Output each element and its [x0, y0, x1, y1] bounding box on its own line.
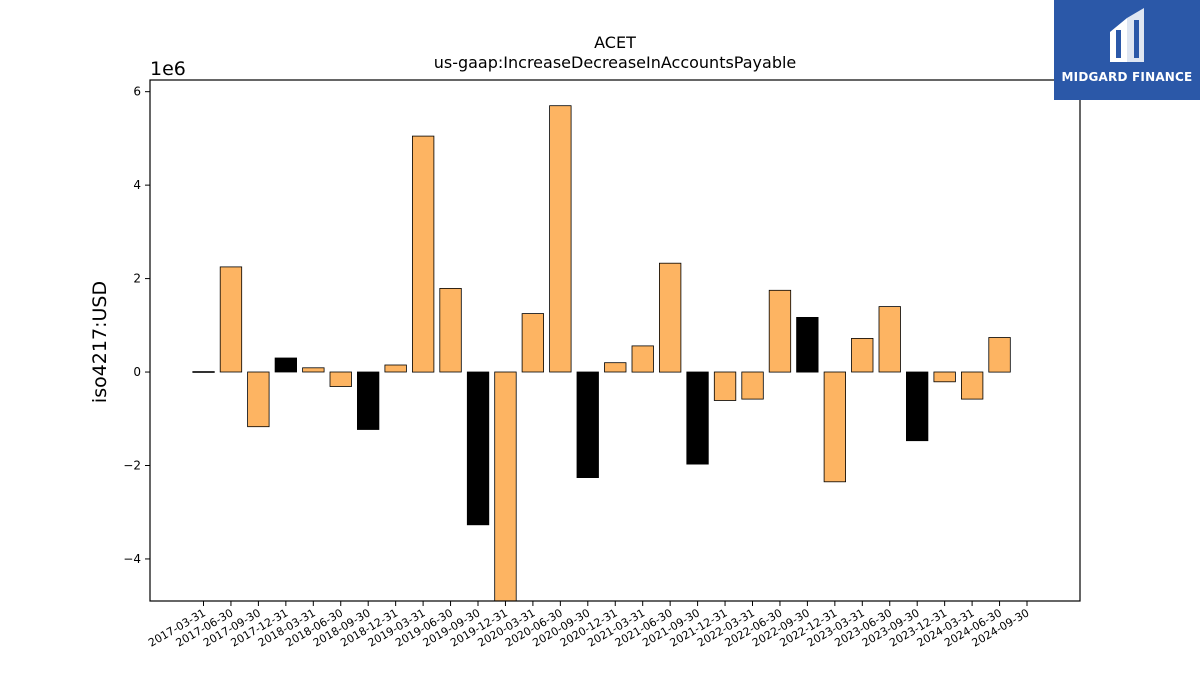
bar-2020-09-30 [576, 371, 599, 478]
bar-2021-09-30 [686, 371, 709, 465]
bar-2022-06-30 [768, 289, 792, 373]
bar-2021-06-30 [659, 262, 682, 373]
y-axis-ticks: −4 −2 0 2 4 6 [123, 85, 150, 566]
bar-2017-03-31 [192, 371, 215, 373]
bar-2022-03-31 [741, 371, 764, 400]
bar-2018-12-31 [384, 364, 407, 373]
bar-2024-03-31 [961, 371, 984, 400]
y-tick-label: 2 [133, 272, 141, 286]
bar-2024-06-30 [988, 337, 1011, 373]
bar-2022-12-31 [823, 371, 846, 483]
bar-2022-09-30 [796, 316, 819, 373]
brand-logo: MIDGARD FINANCE [1054, 0, 1200, 100]
bar-2018-03-31 [302, 367, 325, 373]
bar-2021-12-31 [713, 371, 737, 401]
plot-frame [149, 79, 1081, 602]
bar-2019-03-31 [411, 135, 435, 373]
bar-2023-06-30 [878, 306, 901, 373]
x-axis-ticks: 2017-03-312017-06-302017-09-302017-12-31… [146, 601, 1032, 650]
y-scale-label: 1e6 [150, 58, 186, 80]
bar-2020-12-31 [604, 362, 627, 373]
y-tick-label: −2 [123, 458, 141, 472]
chart-title: ACET [594, 33, 636, 52]
bar-2019-06-30 [439, 287, 462, 373]
bar-2020-03-31 [521, 313, 544, 373]
y-tick-label: 6 [133, 85, 141, 99]
bar-2017-12-31 [274, 357, 298, 373]
y-tick-label: −4 [123, 552, 141, 566]
bar-2023-03-31 [851, 337, 874, 373]
bars-group [192, 105, 1011, 601]
bar-2023-09-30 [906, 371, 929, 442]
bar-2021-03-31 [631, 345, 654, 373]
bar-2018-09-30 [356, 371, 380, 430]
bar-2023-12-31 [933, 371, 956, 383]
bar-2019-12-31 [494, 371, 517, 601]
bar-2017-06-30 [219, 266, 243, 373]
y-tick-label: 4 [133, 178, 141, 192]
chart-subtitle: us-gaap:IncreaseDecreaseInAccountsPayabl… [434, 53, 797, 72]
y-axis-label: iso4217:USD [89, 281, 111, 403]
bar-2019-09-30 [466, 371, 490, 526]
bar-2020-06-30 [549, 105, 572, 373]
midgard-logo-icon [1110, 8, 1144, 62]
y-tick-label: 0 [133, 365, 141, 379]
bar-2017-09-30 [247, 371, 270, 428]
logo-text: MIDGARD FINANCE [1061, 70, 1193, 84]
bar-2018-06-30 [329, 371, 352, 387]
